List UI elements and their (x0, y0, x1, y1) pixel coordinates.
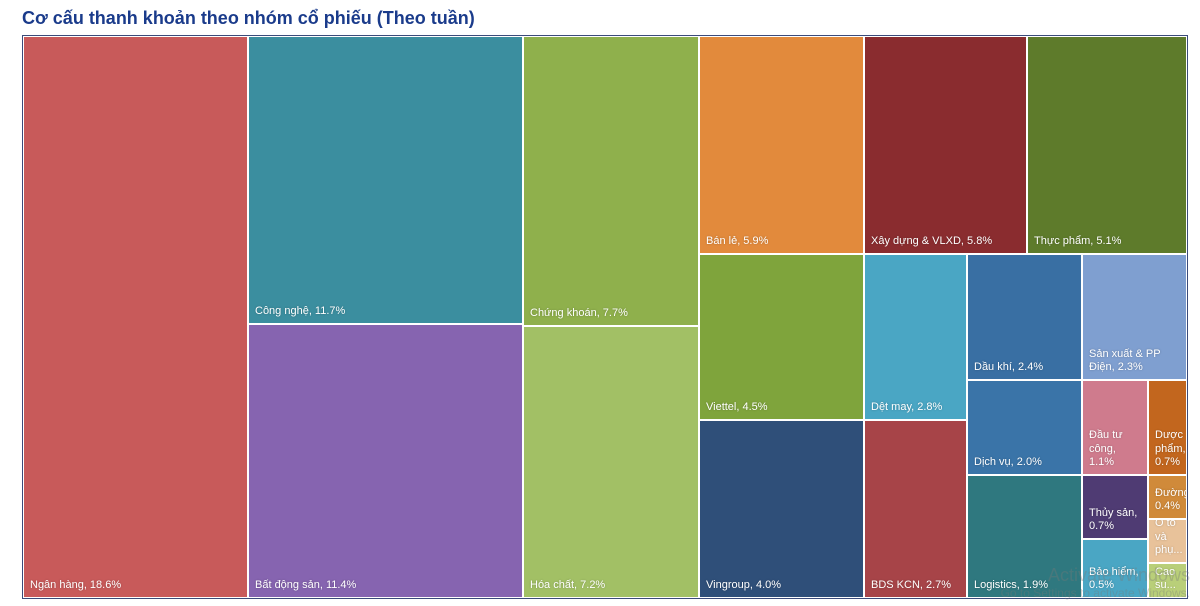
tile-label-hoa-chat: Hóa chất, 7.2% (530, 579, 605, 593)
tile-label-duoc-pham: Dược phẩm, 0.7% (1155, 429, 1182, 470)
tile-label-bao-hiem: Bảo hiểm, 0.5% (1089, 566, 1143, 594)
tile-det-may: Dệt may, 2.8% (864, 254, 967, 420)
tile-ngan-hang: Ngân hàng, 18.6% (23, 36, 248, 598)
page: Cơ cấu thanh khoản theo nhóm cổ phiếu (T… (0, 0, 1200, 606)
tile-thuc-pham: Thực phẩm, 5.1% (1027, 36, 1187, 254)
tile-label-vingroup: Vingroup, 4.0% (706, 579, 781, 593)
tile-label-thuy-san: Thủy sản, 0.7% (1089, 507, 1143, 535)
tile-dau-tu-cong: Đầu tư công, 1.1% (1082, 380, 1148, 475)
tile-duoc-pham: Dược phẩm, 0.7% (1148, 380, 1187, 475)
tile-o-to-phu: Ô tô và phụ... (1148, 519, 1187, 563)
tile-cao-su: Cao su... (1148, 563, 1187, 598)
tile-label-dich-vu: Dịch vụ, 2.0% (974, 456, 1042, 470)
tile-dich-vu: Dịch vụ, 2.0% (967, 380, 1082, 475)
tile-label-thuc-pham: Thực phẩm, 5.1% (1034, 235, 1121, 249)
tile-label-chung-khoan: Chứng khoán, 7.7% (530, 307, 628, 321)
tile-label-det-may: Dệt may, 2.8% (871, 401, 942, 415)
tile-label-logistics: Logistics, 1.9% (974, 579, 1048, 593)
tile-label-o-to-phu: Ô tô và phụ... (1155, 519, 1182, 558)
tile-ban-le: Bán lẻ, 5.9% (699, 36, 864, 254)
tile-bat-dong-san: Bất động sản, 11.4% (248, 324, 523, 598)
tile-bds-kcn: BDS KCN, 2.7% (864, 420, 967, 598)
tile-label-dau-khi: Dầu khí, 2.4% (974, 361, 1043, 375)
tile-hoa-chat: Hóa chất, 7.2% (523, 326, 699, 598)
tile-bao-hiem: Bảo hiểm, 0.5% (1082, 539, 1148, 598)
tile-duong: Đường, 0.4% (1148, 475, 1187, 519)
tile-cong-nghe: Công nghệ, 11.7% (248, 36, 523, 324)
tile-label-duong: Đường, 0.4% (1155, 487, 1182, 515)
tile-label-ban-le: Bán lẻ, 5.9% (706, 235, 768, 249)
tile-xay-dung-vlxd: Xây dựng & VLXD, 5.8% (864, 36, 1027, 254)
tile-logistics: Logistics, 1.9% (967, 475, 1082, 598)
treemap-chart: Ngân hàng, 18.6% Công nghệ, 11.7% Bất động… (22, 35, 1188, 599)
tile-label-dau-tu-cong: Đầu tư công, 1.1% (1089, 429, 1143, 470)
tile-label-bds-kcn: BDS KCN, 2.7% (871, 579, 951, 593)
tile-label-viettel: Viettel, 4.5% (706, 401, 768, 415)
tile-chung-khoan: Chứng khoán, 7.7% (523, 36, 699, 326)
tile-label-san-xuat-pp-dien: Sản xuất & PP Điện, 2.3% (1089, 348, 1182, 376)
tile-label-cong-nghe: Công nghệ, 11.7% (255, 305, 345, 319)
tile-thuy-san: Thủy sản, 0.7% (1082, 475, 1148, 539)
tile-vingroup: Vingroup, 4.0% (699, 420, 864, 598)
chart-title: Cơ cấu thanh khoản theo nhóm cổ phiếu (T… (22, 8, 1188, 29)
tile-san-xuat-pp-dien: Sản xuất & PP Điện, 2.3% (1082, 254, 1187, 380)
tile-label-xay-dung-vlxd: Xây dựng & VLXD, 5.8% (871, 235, 992, 249)
tile-dau-khi: Dầu khí, 2.4% (967, 254, 1082, 380)
tile-viettel: Viettel, 4.5% (699, 254, 864, 420)
tile-label-ngan-hang: Ngân hàng, 18.6% (30, 579, 121, 593)
tile-label-bat-dong-san: Bất động sản, 11.4% (255, 579, 356, 593)
tile-label-cao-su: Cao su... (1155, 566, 1182, 594)
